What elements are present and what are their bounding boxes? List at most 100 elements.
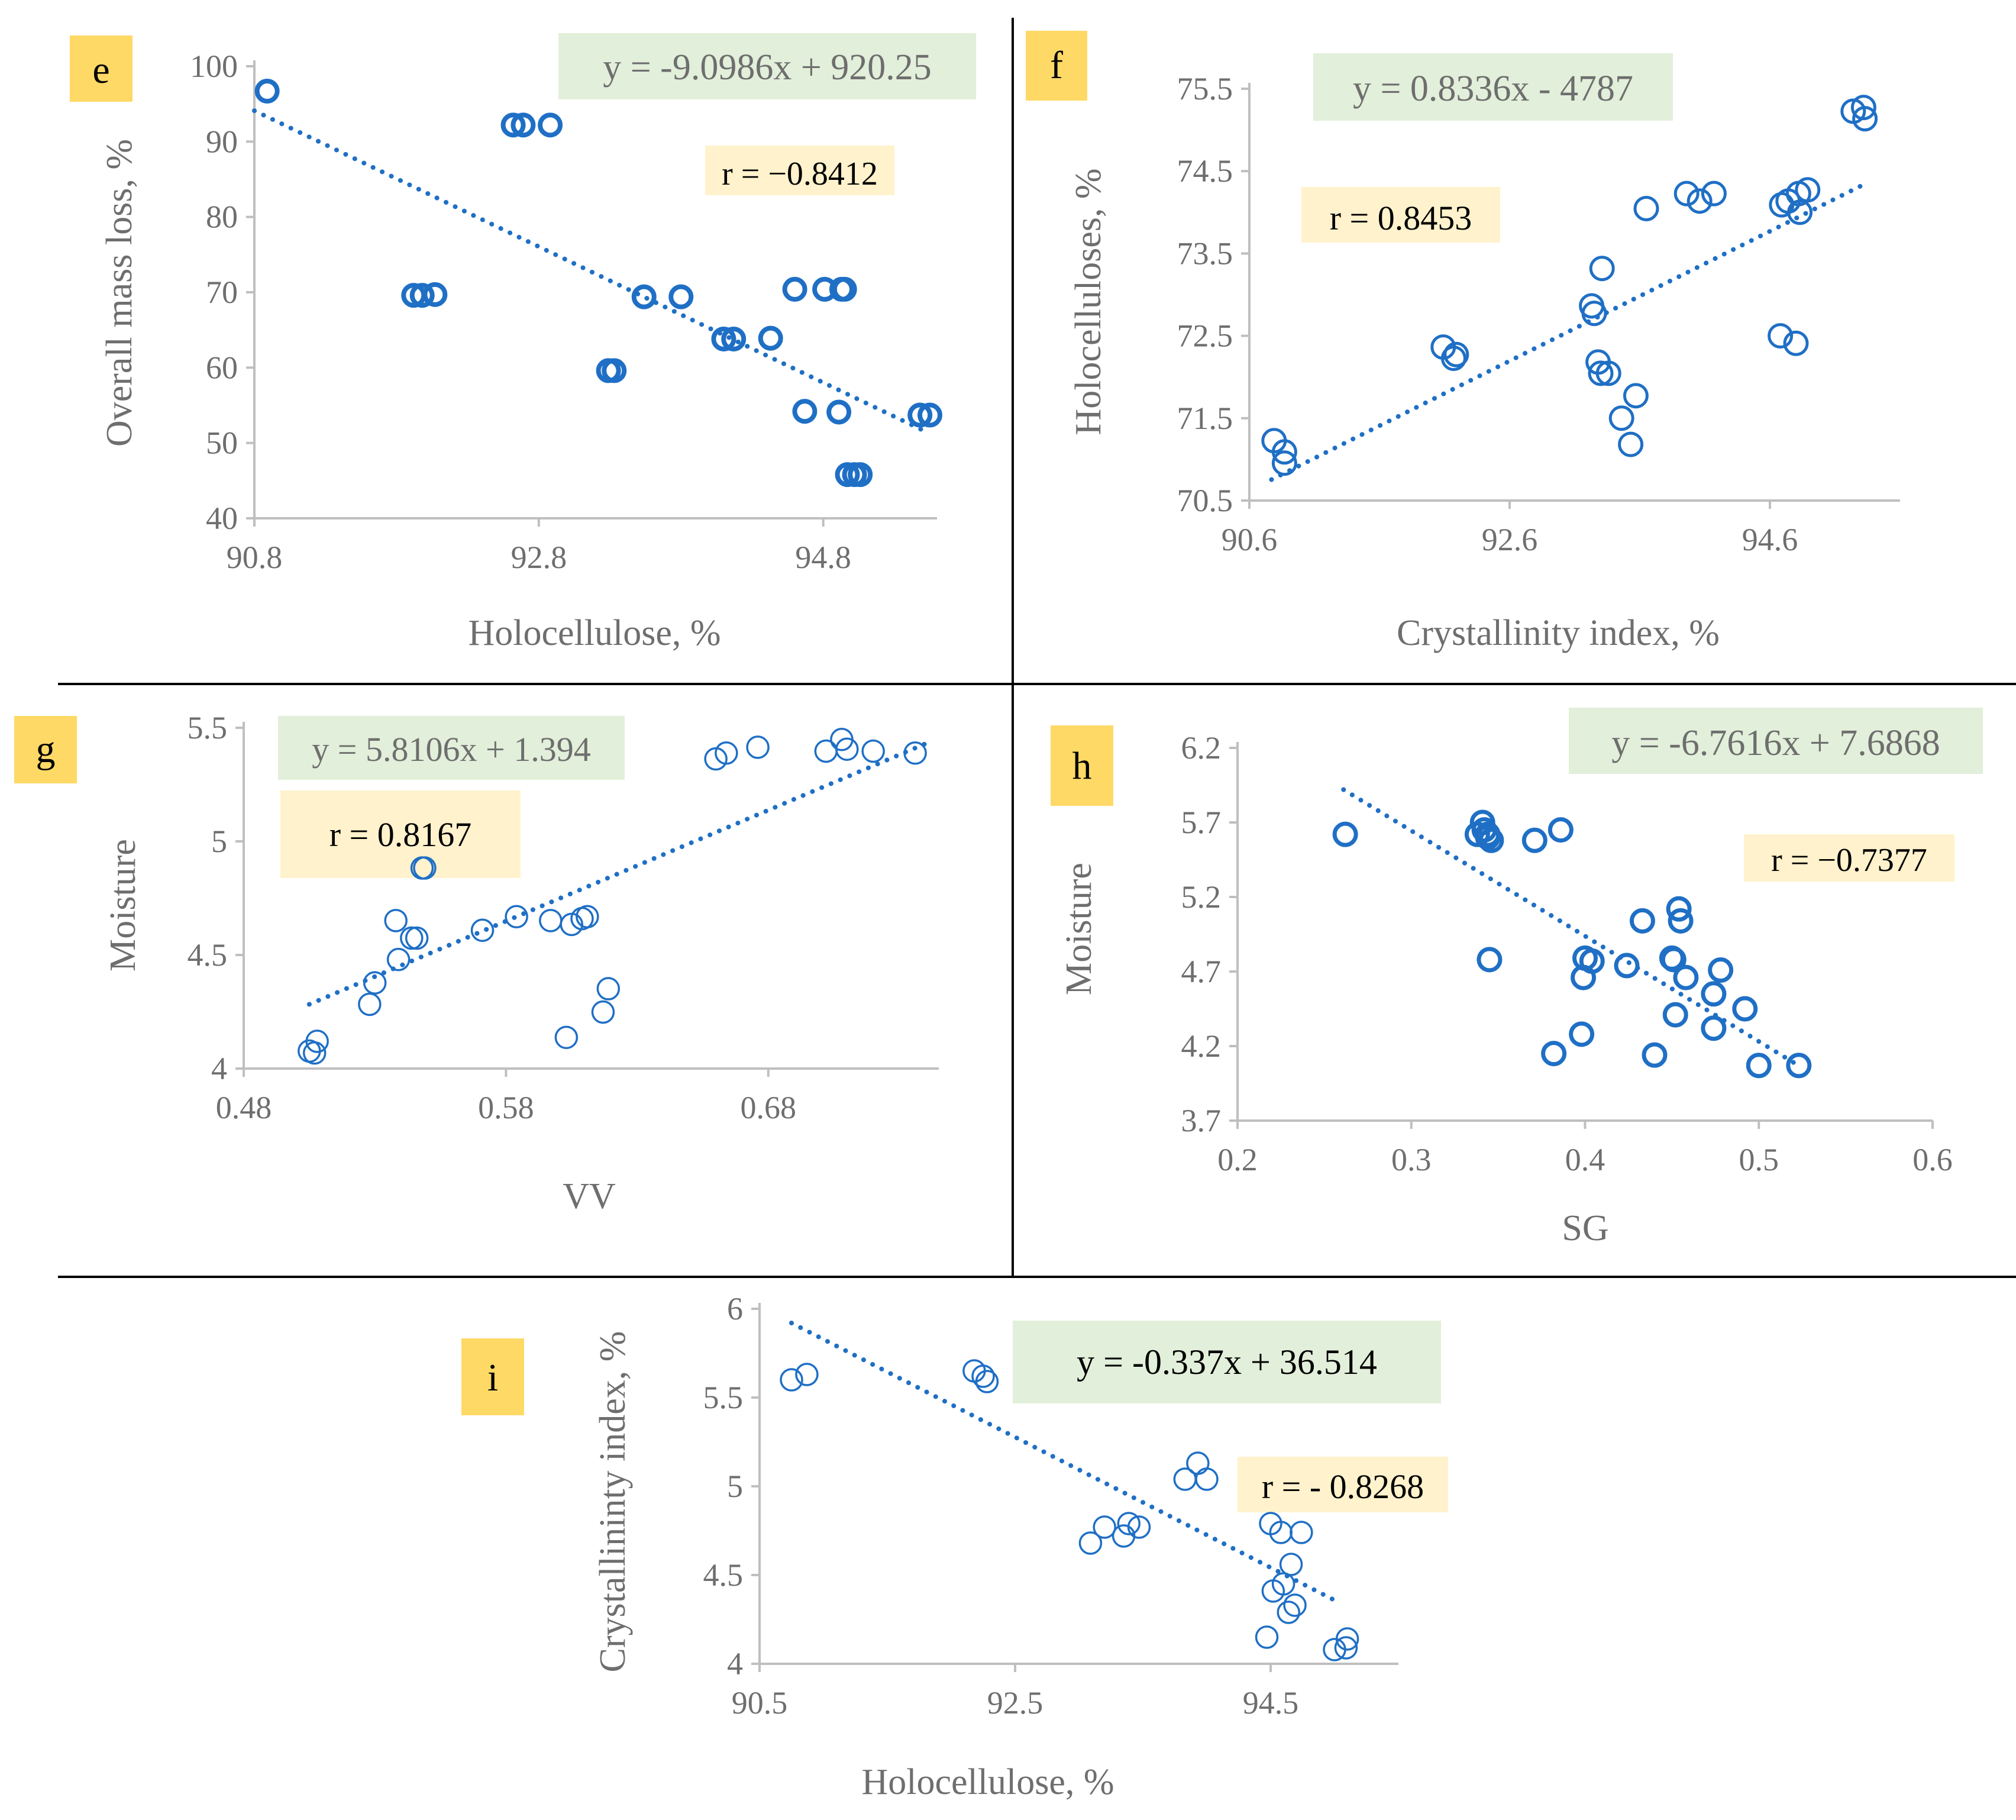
data-point	[470, 918, 495, 943]
x-tick-label: 0.3	[1391, 1142, 1432, 1177]
data-point	[1668, 908, 1694, 934]
x-tick-label: 0.58	[478, 1090, 534, 1125]
y-tick-label: 4.7	[1181, 954, 1222, 989]
equation-box	[1013, 1321, 1441, 1403]
x-tick-label: 94.8	[795, 540, 851, 575]
equation-box	[278, 716, 625, 780]
data-point	[511, 112, 536, 138]
trendline	[1269, 182, 1866, 482]
data-point	[500, 112, 526, 138]
data-point	[505, 905, 528, 929]
y-axis-title: Crystallininty index, %	[593, 1331, 633, 1673]
y-tick-label: 5.5	[703, 1380, 744, 1415]
data-point	[631, 284, 657, 309]
y-tick-label: 60	[206, 350, 238, 385]
data-point	[1335, 1627, 1359, 1651]
data-point	[971, 1364, 995, 1388]
equation-box	[1313, 53, 1673, 121]
x-tick-label: 0.6	[1912, 1142, 1953, 1177]
y-tick-label: 4	[211, 1051, 227, 1086]
data-point	[1588, 360, 1614, 386]
y-tick-label: 70	[206, 275, 238, 310]
data-point	[1127, 1515, 1151, 1539]
panel-badge	[70, 36, 133, 102]
data-point	[715, 741, 738, 765]
data-point	[1629, 908, 1655, 934]
x-tick-label: 94.5	[1243, 1685, 1299, 1721]
data-point	[1334, 1636, 1358, 1660]
data-point	[835, 737, 859, 761]
data-point	[1521, 827, 1547, 853]
data-point	[1579, 948, 1605, 974]
x-axis-title: SG	[1562, 1208, 1608, 1248]
data-point	[1569, 1021, 1595, 1047]
panel-badge	[1051, 725, 1113, 806]
plot-area: 4 4.5 5 5.5 0.48 0.58 0.68	[188, 710, 939, 1125]
data-point	[539, 909, 563, 932]
y-tick-label: 4	[727, 1646, 743, 1682]
data-point	[1795, 177, 1821, 203]
y-tick-label: 70.5	[1177, 483, 1233, 518]
data-point	[413, 856, 437, 880]
y-tick-label: 40	[206, 501, 238, 536]
x-tick-label: 92.8	[511, 540, 567, 575]
data-point	[576, 905, 599, 929]
data-point	[1595, 360, 1621, 386]
data-point	[1277, 1600, 1300, 1624]
data-point	[1701, 981, 1727, 1007]
data-point	[1117, 1512, 1141, 1535]
data-point	[1642, 1042, 1668, 1068]
data-point	[596, 977, 621, 1001]
data-point	[1332, 821, 1358, 847]
data-point	[591, 1000, 615, 1024]
data-point	[1078, 1531, 1103, 1555]
data-point	[422, 282, 448, 307]
data-point	[405, 926, 429, 950]
data-point	[1608, 405, 1634, 431]
x-axis-title: Crystallinity index, %	[1397, 613, 1720, 653]
data-point	[1271, 450, 1297, 476]
trendline	[252, 108, 925, 433]
panel-f: f y = 0.8336x - 4787 r = 0.8453 70.5 71.5…	[1026, 31, 1900, 653]
panel-label: i	[487, 1356, 498, 1399]
x-tick-label: 0.4	[1565, 1142, 1605, 1177]
y-tick-label: 72.5	[1177, 318, 1233, 354]
data-point	[363, 971, 387, 995]
data-point	[1618, 431, 1644, 457]
x-tick-label: 94.6	[1742, 522, 1798, 557]
data-point	[602, 358, 627, 383]
x-tick-label: 0.48	[216, 1090, 272, 1125]
data-point	[1633, 195, 1659, 221]
y-tick-label: 100	[190, 49, 238, 84]
data-point	[832, 276, 857, 302]
panel-label: e	[92, 49, 109, 92]
data-point	[1673, 964, 1699, 990]
data-point	[554, 1025, 579, 1050]
y-axis-title: Overall mass loss, %	[99, 139, 140, 447]
correlation-value: r = 0.8167	[329, 815, 472, 854]
y-tick-label: 4.2	[1181, 1028, 1222, 1064]
trend-equation: y = -0.337x + 36.514	[1077, 1343, 1377, 1382]
y-tick-label: 75.5	[1177, 71, 1233, 107]
data-point	[721, 326, 747, 351]
y-tick-label: 5	[211, 824, 227, 859]
data-point	[1850, 95, 1876, 121]
panel-g: g y = 5.8106x + 1.394 r = 0.8167 4 4.5 5 5.…	[14, 710, 939, 1216]
x-axis-title: VV	[563, 1176, 616, 1216]
data-point	[826, 399, 852, 425]
data-point	[1701, 1015, 1727, 1041]
y-tick-label: 73.5	[1177, 235, 1233, 271]
data-point	[780, 1368, 803, 1392]
data-point	[1279, 1553, 1303, 1576]
data-point	[1478, 827, 1504, 853]
data-point	[305, 1030, 329, 1053]
data-point	[1093, 1515, 1116, 1539]
y-tick-label: 50	[206, 425, 238, 461]
panel-label: f	[1050, 44, 1063, 87]
x-axis-title: Holocellulose, %	[468, 613, 721, 653]
panel-badge	[461, 1338, 524, 1415]
data-point	[1687, 188, 1713, 214]
plot-area: 70.5 71.5 72.5 73.5 74.5 75.5 90.6 92.6 94.6	[1177, 71, 1900, 557]
correlation-box	[1301, 187, 1500, 243]
data-point	[1787, 199, 1813, 225]
